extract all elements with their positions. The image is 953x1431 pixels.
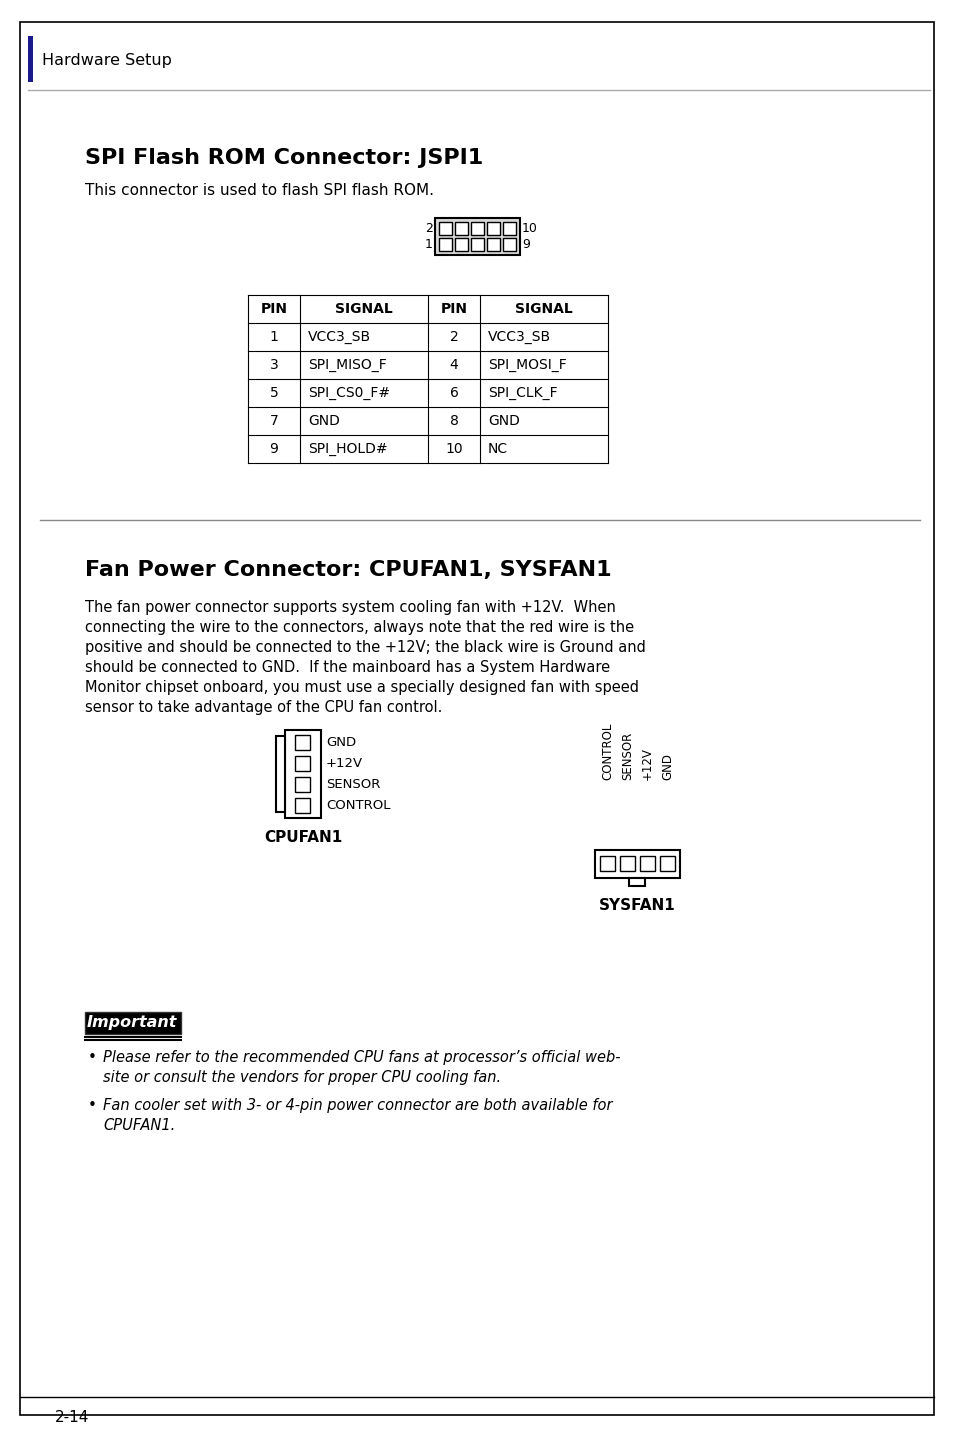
Bar xyxy=(599,856,615,871)
Text: CONTROL: CONTROL xyxy=(326,798,390,811)
Bar xyxy=(502,222,516,235)
Text: 10: 10 xyxy=(445,442,462,456)
Bar xyxy=(275,736,285,811)
Bar xyxy=(455,238,468,250)
Text: GND: GND xyxy=(660,753,673,780)
Text: 9: 9 xyxy=(521,238,529,250)
Text: +12V: +12V xyxy=(640,747,654,780)
Text: NC: NC xyxy=(488,442,508,456)
Bar xyxy=(619,856,635,871)
Text: Hardware Setup: Hardware Setup xyxy=(42,53,172,67)
Text: 2: 2 xyxy=(449,331,457,343)
Text: 1: 1 xyxy=(425,238,433,250)
Bar xyxy=(438,222,452,235)
Text: VCC3_SB: VCC3_SB xyxy=(308,331,371,343)
Text: Please refer to the recommended CPU fans at processor’s official web-: Please refer to the recommended CPU fans… xyxy=(103,1050,619,1065)
Bar xyxy=(435,218,519,255)
Text: 10: 10 xyxy=(521,222,537,235)
Text: SPI_CLK_F: SPI_CLK_F xyxy=(488,386,558,401)
Text: sensor to take advantage of the CPU fan control.: sensor to take advantage of the CPU fan … xyxy=(85,700,442,716)
Bar xyxy=(294,798,310,813)
Text: SIGNAL: SIGNAL xyxy=(515,302,572,316)
Text: 2: 2 xyxy=(425,222,433,235)
Bar xyxy=(486,222,499,235)
Text: 2-14: 2-14 xyxy=(55,1411,90,1425)
Text: CPUFAN1.: CPUFAN1. xyxy=(103,1118,175,1133)
Text: 5: 5 xyxy=(270,386,278,401)
Text: PIN: PIN xyxy=(440,302,467,316)
Text: PIN: PIN xyxy=(260,302,287,316)
Bar xyxy=(85,1012,181,1035)
Bar xyxy=(471,222,483,235)
Text: GND: GND xyxy=(326,736,355,748)
Text: CPUFAN1: CPUFAN1 xyxy=(264,830,342,844)
Text: connecting the wire to the connectors, always note that the red wire is the: connecting the wire to the connectors, a… xyxy=(85,620,634,635)
Bar xyxy=(294,736,310,750)
Text: 4: 4 xyxy=(449,358,457,372)
Bar xyxy=(294,777,310,791)
Bar xyxy=(285,730,320,819)
Bar xyxy=(486,238,499,250)
Bar xyxy=(438,238,452,250)
Text: GND: GND xyxy=(488,414,519,428)
Text: 1: 1 xyxy=(270,331,278,343)
Text: Important: Important xyxy=(87,1016,177,1030)
Bar xyxy=(659,856,675,871)
Text: Monitor chipset onboard, you must use a specially designed fan with speed: Monitor chipset onboard, you must use a … xyxy=(85,680,639,695)
Text: site or consult the vendors for proper CPU cooling fan.: site or consult the vendors for proper C… xyxy=(103,1070,500,1085)
Text: •: • xyxy=(88,1050,97,1065)
Text: This connector is used to flash SPI flash ROM.: This connector is used to flash SPI flas… xyxy=(85,183,434,197)
Text: SYSFAN1: SYSFAN1 xyxy=(598,899,675,913)
Text: GND: GND xyxy=(308,414,339,428)
Text: should be connected to GND.  If the mainboard has a System Hardware: should be connected to GND. If the mainb… xyxy=(85,660,610,675)
Text: 9: 9 xyxy=(270,442,278,456)
Bar xyxy=(294,756,310,771)
Text: 8: 8 xyxy=(449,414,458,428)
Text: SIGNAL: SIGNAL xyxy=(335,302,393,316)
Text: The fan power connector supports system cooling fan with +12V.  When: The fan power connector supports system … xyxy=(85,600,616,615)
Text: SPI Flash ROM Connector: JSPI1: SPI Flash ROM Connector: JSPI1 xyxy=(85,147,483,167)
Text: Fan Power Connector: CPUFAN1, SYSFAN1: Fan Power Connector: CPUFAN1, SYSFAN1 xyxy=(85,560,611,580)
Text: positive and should be connected to the +12V; the black wire is Ground and: positive and should be connected to the … xyxy=(85,640,645,655)
Text: •: • xyxy=(88,1098,97,1113)
Bar xyxy=(471,238,483,250)
Text: CONTROL: CONTROL xyxy=(600,723,614,780)
Text: SPI_MISO_F: SPI_MISO_F xyxy=(308,358,386,372)
Bar xyxy=(28,36,33,82)
Text: +12V: +12V xyxy=(326,757,363,770)
Bar xyxy=(628,879,644,886)
Text: 7: 7 xyxy=(270,414,278,428)
Bar xyxy=(455,222,468,235)
Text: SPI_MOSI_F: SPI_MOSI_F xyxy=(488,358,566,372)
Bar xyxy=(595,850,679,879)
Text: SPI_HOLD#: SPI_HOLD# xyxy=(308,442,387,456)
Text: Fan cooler set with 3- or 4-pin power connector are both available for: Fan cooler set with 3- or 4-pin power co… xyxy=(103,1098,612,1113)
Text: 6: 6 xyxy=(449,386,458,401)
Text: SENSOR: SENSOR xyxy=(326,778,380,791)
Text: SPI_CS0_F#: SPI_CS0_F# xyxy=(308,386,390,401)
Bar xyxy=(502,238,516,250)
Bar xyxy=(639,856,655,871)
Text: 3: 3 xyxy=(270,358,278,372)
Text: VCC3_SB: VCC3_SB xyxy=(488,331,551,343)
Text: SENSOR: SENSOR xyxy=(620,731,634,780)
